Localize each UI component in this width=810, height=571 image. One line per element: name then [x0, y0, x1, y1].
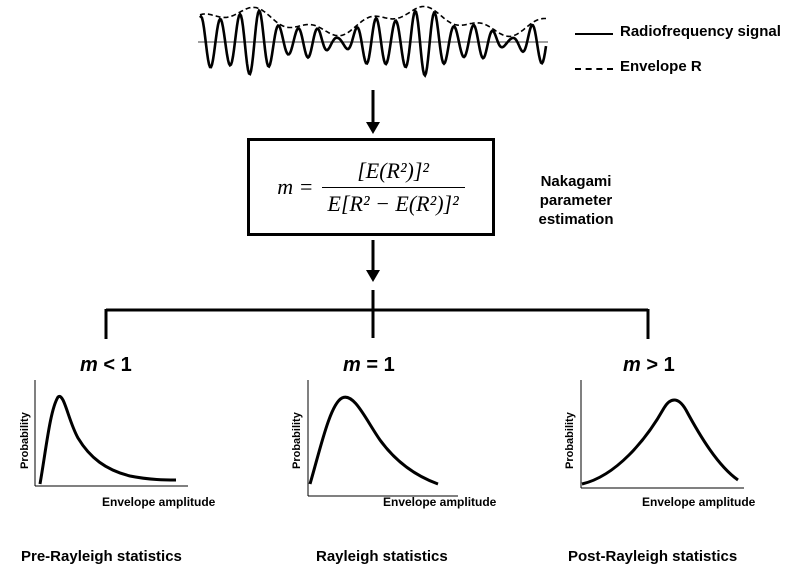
pdf-plot-post-rayleigh: [580, 380, 744, 489]
rf-waveform: [199, 8, 548, 78]
ylabel-pre-rayleigh: Probability: [19, 412, 31, 469]
m-relation: = 1: [360, 354, 395, 376]
formula-box: m = [E(R²)]² E[R² − E(R²)]²: [247, 138, 495, 236]
m-symbol: m: [623, 354, 641, 376]
estimation-label-line2: estimation: [538, 211, 614, 228]
envelope-curve: [199, 5, 546, 38]
legend-dashed-line: [575, 68, 613, 70]
formula-fraction: [E(R²)]² E[R² − E(R²)]²: [321, 157, 465, 217]
ylabel-post-rayleigh: Probability: [564, 412, 576, 469]
m-label-pre-rayleigh: m < 1: [80, 354, 132, 377]
statistics-label-rayleigh: Rayleigh statistics: [316, 548, 448, 565]
legend-envelope-label: Envelope R: [620, 58, 702, 75]
formula-denominator: E[R² − E(R²)]²: [321, 186, 465, 217]
legend-rf-signal-label: Radiofrequency signal: [620, 23, 781, 40]
ylabel-rayleigh: Probability: [291, 412, 303, 469]
pdf-curve: [38, 395, 177, 485]
pdf-plot-rayleigh: [307, 380, 458, 497]
legend-solid-line: [575, 33, 613, 35]
statistics-label-pre-rayleigh: Pre-Rayleigh statistics: [21, 548, 182, 565]
m-symbol: m: [343, 354, 361, 376]
statistics-label-post-rayleigh: Post-Rayleigh statistics: [568, 548, 738, 565]
m-label-rayleigh: m = 1: [343, 354, 395, 377]
pdf-curve: [581, 398, 739, 486]
arrow-formula-to-tree: [366, 240, 380, 282]
m-symbol: m: [80, 354, 98, 376]
xlabel-rayleigh: Envelope amplitude: [383, 495, 497, 509]
formula-lhs: m =: [277, 174, 314, 199]
nakagami-formula: m = [E(R²)]² E[R² − E(R²)]²: [277, 157, 465, 217]
estimation-label-line1: Nakagami parameter: [539, 173, 613, 209]
xlabel-post-rayleigh: Envelope amplitude: [642, 495, 756, 509]
m-label-post-rayleigh: m > 1: [623, 354, 675, 377]
formula-numerator: [E(R²)]²: [357, 157, 430, 183]
branch-tree: [104, 290, 650, 339]
m-relation: < 1: [97, 354, 132, 376]
xlabel-pre-rayleigh: Envelope amplitude: [102, 495, 216, 509]
m-relation: > 1: [640, 354, 675, 376]
pdf-curve: [308, 395, 439, 486]
pdf-plot-pre-rayleigh: [34, 380, 188, 487]
arrow-signal-to-formula: [366, 90, 380, 134]
rf-signal-plot: [198, 5, 548, 78]
estimation-label: Nakagami parameter estimation: [506, 172, 646, 229]
